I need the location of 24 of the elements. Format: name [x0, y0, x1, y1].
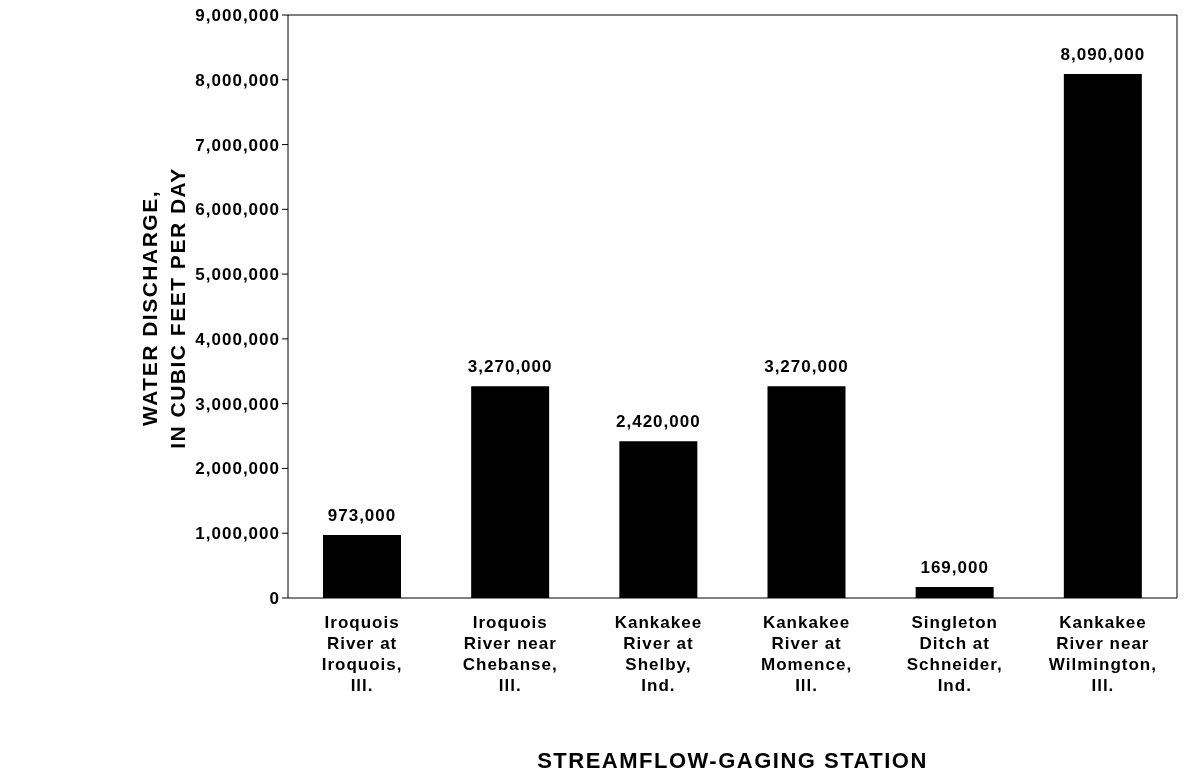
data-label: 3,270,000	[764, 357, 849, 377]
x-axis-title: STREAMFLOW-GAGING STATION	[537, 748, 928, 773]
data-label: 8,090,000	[1060, 44, 1146, 64]
y-tick-label: 4,000,000	[195, 329, 280, 349]
data-label: 973,000	[327, 505, 397, 525]
x-tick-label: Iroquois River near Chebanse, Ill.	[462, 613, 558, 695]
x-tick-label: Kankakee River near Wilmington, Ill.	[1048, 613, 1157, 695]
x-tick-label: Kankakee River at Shelby, Ind.	[614, 613, 703, 695]
y-tick-label: 1,000,000	[195, 524, 280, 544]
y-tick-label: 9,000,000	[195, 6, 280, 26]
y-axis-title: WATER DISCHARGE, IN CUBIC FEET PER DAY	[138, 167, 189, 449]
y-tick-label: 5,000,000	[195, 265, 280, 285]
data-label: 2,420,000	[616, 412, 701, 432]
y-tick-label: 0	[269, 589, 280, 609]
data-label: 169,000	[920, 558, 989, 578]
x-tick-label: Iroquois River at Iroquois, Ill.	[321, 613, 403, 695]
y-tick-label: 6,000,000	[195, 200, 280, 220]
y-tick-label: 2,000,000	[195, 459, 280, 479]
data-label: 3,270,000	[467, 357, 553, 377]
y-tick-label: 8,000,000	[195, 70, 280, 90]
x-tick-label: Kankakee River at Momence, Ill.	[761, 613, 853, 695]
y-tick-label: 3,000,000	[195, 394, 280, 414]
y-tick-label: 7,000,000	[195, 135, 280, 155]
x-tick-label: Singleton Ditch at Schneider, Ind.	[906, 613, 1003, 695]
